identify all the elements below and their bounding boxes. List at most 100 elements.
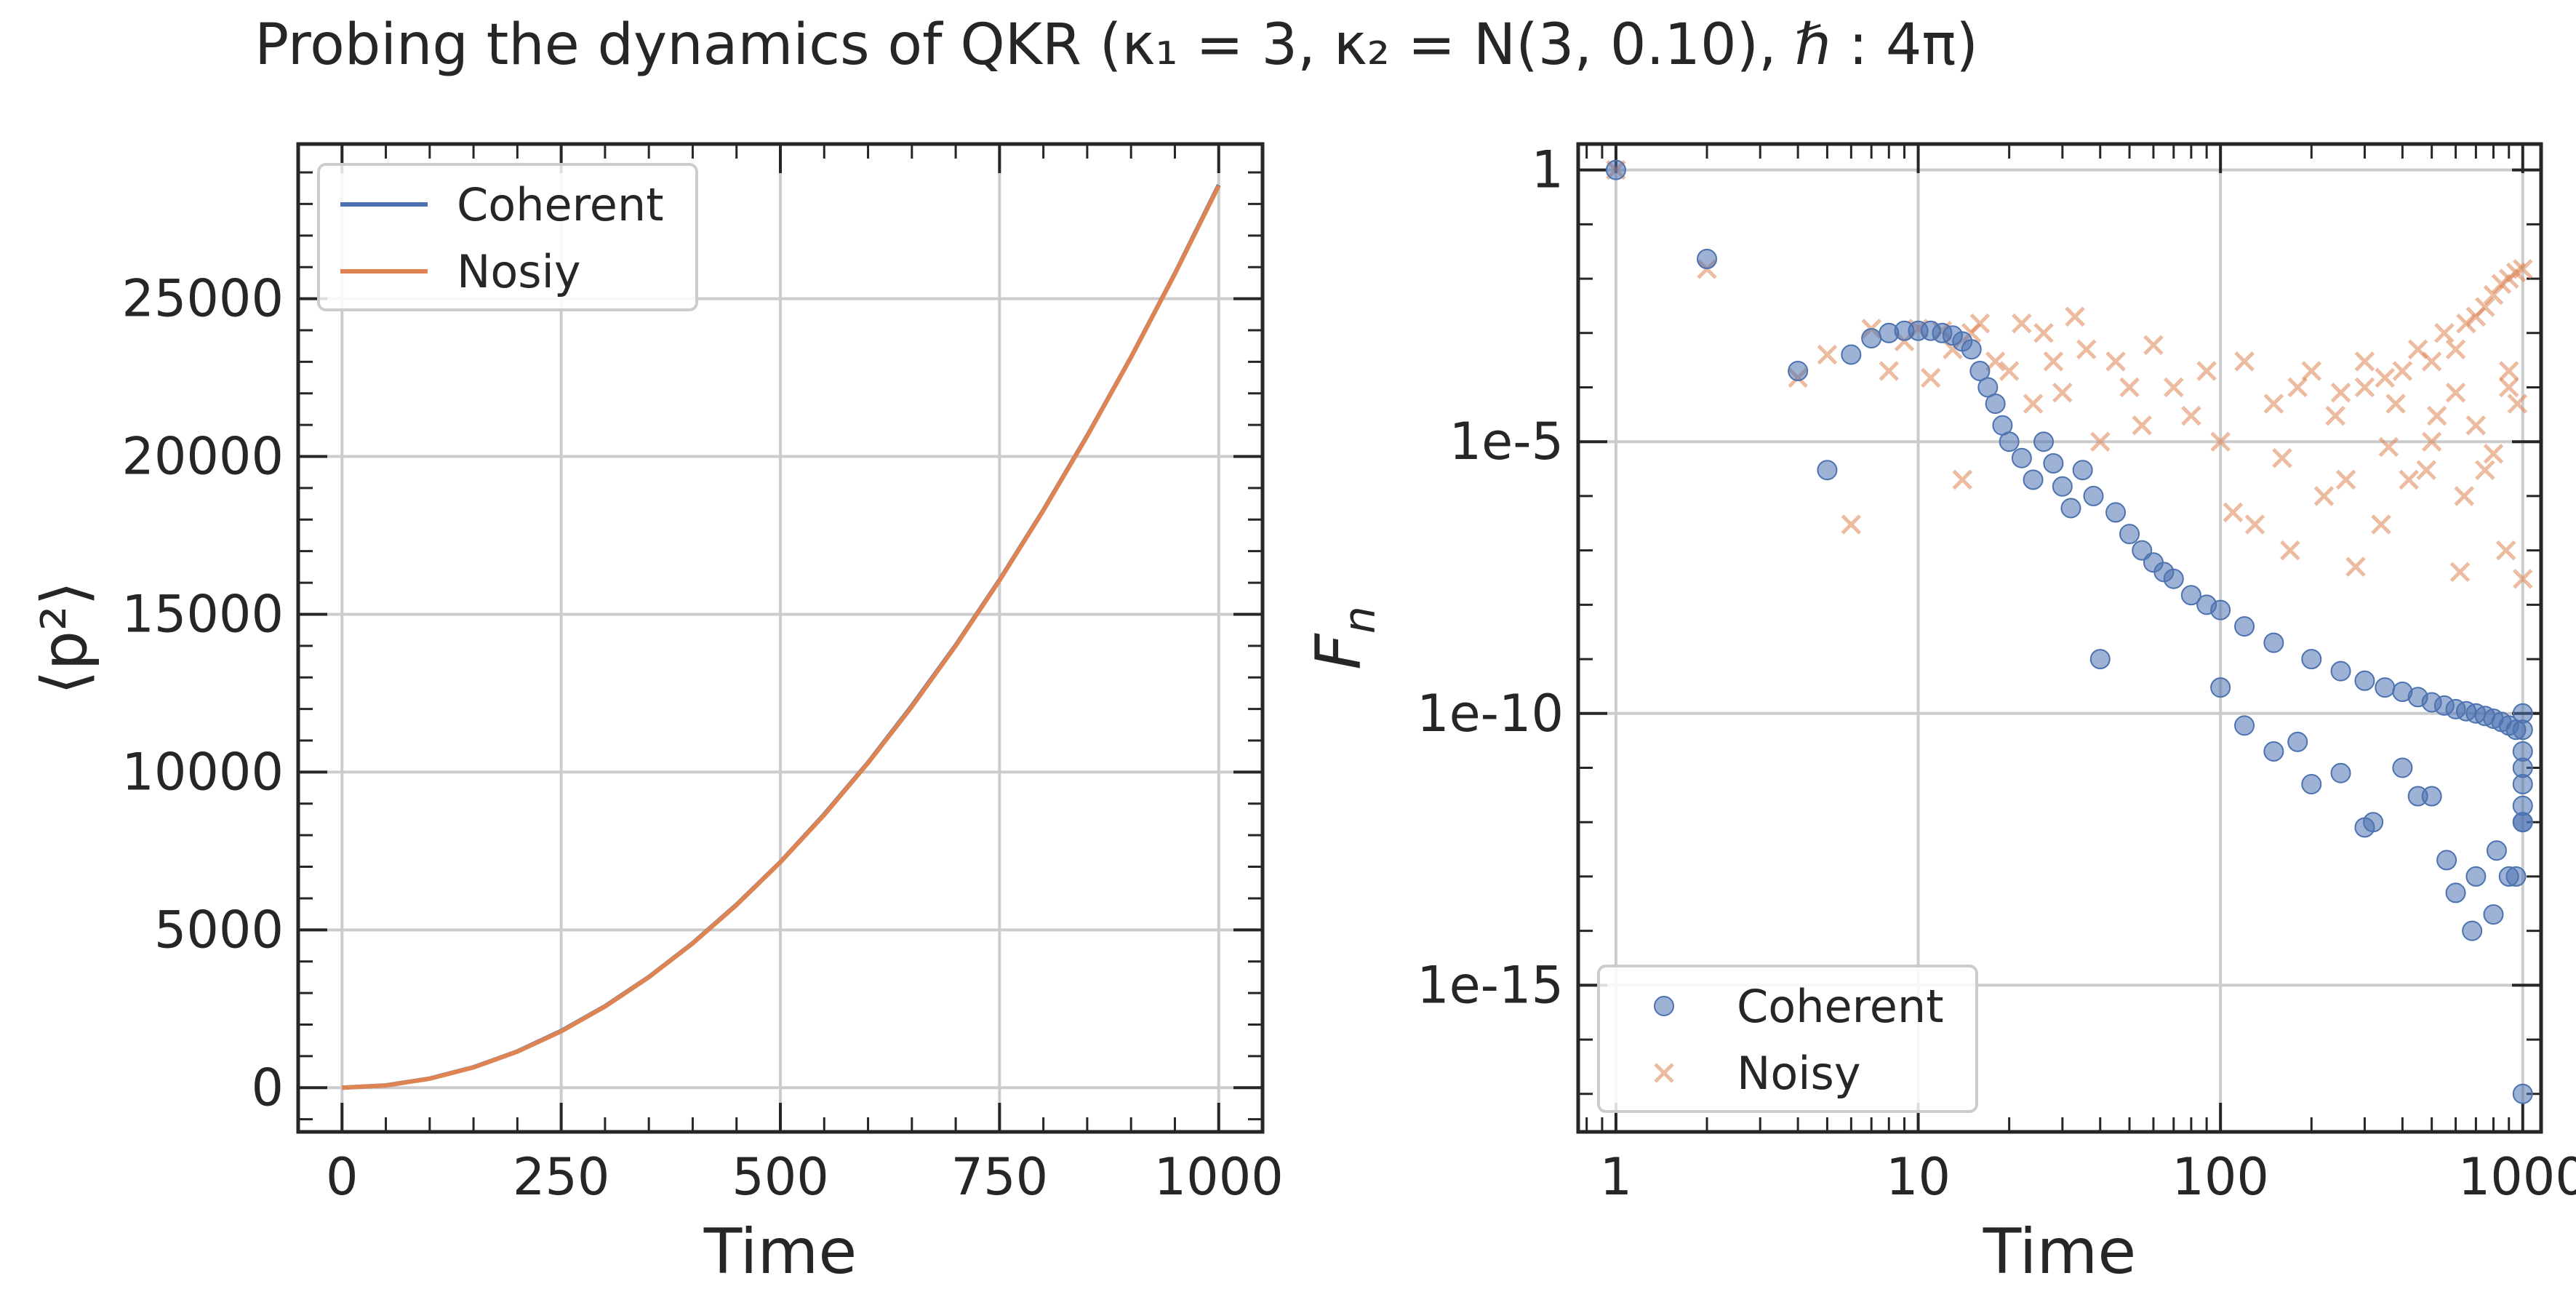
y-tick-label: 1e-10 (1417, 684, 1564, 743)
coherent-point (2465, 866, 2487, 887)
y-tick-label: 5000 (154, 900, 284, 959)
noisy-point (2483, 444, 2504, 464)
noisy-point (2445, 382, 2466, 403)
figure-title: Probing the dynamics of QKR (κ₁ = 3, κ₂ … (255, 12, 1978, 78)
noisy-point (2426, 405, 2447, 426)
noisy-point (2143, 335, 2164, 356)
coherent-point (2210, 677, 2231, 698)
coherent-point (2163, 568, 2184, 589)
y-axis-label-subscript: n (1335, 606, 1385, 634)
coherent-point (1605, 159, 1626, 180)
x-tick-label: 750 (951, 1147, 1049, 1207)
left-panel-p2-vs-time: 0 250 500 750 10000500010000150002000025000T… (28, 142, 1284, 1288)
y-axis-label: ⟨p²⟩ (28, 581, 101, 695)
coherent-point (2354, 670, 2375, 691)
x-axis-label: Time (703, 1216, 857, 1288)
noisy-point (2498, 377, 2519, 398)
noisy-point (2105, 351, 2126, 372)
noisy-point (1841, 514, 1862, 535)
noisy-point (1920, 367, 1941, 388)
noisy-point (1985, 351, 2006, 372)
coherent-point (2033, 431, 2055, 452)
noisy-point (2475, 297, 2495, 317)
legend-label: Nosiy (457, 245, 581, 298)
noisy-point (2434, 323, 2455, 343)
coherent-point (2392, 757, 2413, 778)
x-tick-label: 1 (1600, 1147, 1633, 1207)
noisy-point (1999, 361, 2020, 381)
coherent-point (2483, 904, 2504, 925)
coherent-point (2023, 469, 2044, 490)
noisy-point (2445, 339, 2466, 360)
coherent-point (2072, 460, 2093, 481)
y-axis-label: Fn (1303, 606, 1385, 670)
noisy-point (2345, 556, 2366, 577)
y-tick-label: 1e-15 (1417, 955, 1564, 1015)
noisy-point (2498, 361, 2519, 381)
y-tick-label: 25000 (121, 269, 284, 329)
noisy-point (2132, 415, 2153, 436)
noisy-point (2513, 568, 2533, 589)
coherent-point (1697, 249, 1718, 270)
noisy-point (2090, 431, 2111, 452)
noisy-point (2421, 431, 2442, 452)
coherent-point (2089, 649, 2111, 670)
noisy-point (2210, 431, 2231, 452)
coherent-point (2060, 498, 2081, 519)
coherent-point (1985, 393, 2006, 414)
coherent-point (2505, 866, 2527, 887)
noisy-point (2371, 514, 2391, 535)
y-tick-label: 15000 (121, 584, 284, 644)
legend-label: Coherent (1737, 980, 1944, 1033)
noisy-point (1952, 469, 1973, 490)
x-tick-label: 0 (326, 1147, 359, 1207)
coherent-point (1861, 328, 1882, 349)
x-tick-label: 1000 (1154, 1147, 1284, 1207)
coherent-point (2011, 447, 2032, 468)
noisy-point (2272, 447, 2292, 468)
coherent-point (2180, 585, 2201, 606)
noisy-point (2483, 284, 2504, 306)
coherent-point (2083, 485, 2104, 506)
x-tick-label: 10 (1886, 1147, 1951, 1207)
noisy-point (2164, 377, 2184, 398)
coherent-point (2263, 741, 2284, 762)
y-tick-label: 1e-5 (1449, 412, 1564, 471)
noisy-point (2475, 460, 2495, 481)
plot-area (1605, 159, 2533, 1104)
x-tick-label: 100 (2172, 1147, 2269, 1207)
noisy-point (2330, 382, 2351, 403)
noisy-point (2181, 405, 2201, 426)
y-tick-label: 10000 (121, 742, 284, 802)
noisy-point (2263, 394, 2284, 414)
noisy-point (2399, 469, 2419, 490)
noisy-point (2385, 394, 2406, 414)
noisy-point (2354, 351, 2375, 372)
x-tick-label: 250 (513, 1147, 610, 1207)
coherent-point (2436, 850, 2457, 871)
noisy-point (2052, 382, 2073, 403)
noisy-point (2375, 367, 2396, 388)
coherent-point (2263, 632, 2284, 653)
coherent-point (2512, 719, 2533, 741)
coherent-point (1841, 344, 1862, 365)
coherent-point (2330, 762, 2351, 783)
coherent-point (2363, 812, 2384, 833)
legend-box (1597, 965, 1978, 1113)
noisy-point (2119, 377, 2140, 398)
coherent-point (2287, 731, 2308, 752)
coherent-point (2512, 773, 2533, 794)
noisy-point (1969, 313, 1991, 334)
noisy-point (2378, 436, 2399, 458)
coherent-point (2043, 452, 2064, 474)
noisy-point (2416, 460, 2437, 481)
noisy-point (2033, 323, 2054, 343)
noisy-point (2392, 361, 2413, 381)
coherent-point (2052, 476, 2073, 497)
noisy-point (2065, 306, 2085, 327)
coherent-point (1977, 377, 1999, 398)
coherent-point (2512, 812, 2533, 833)
noisy-point (1817, 344, 1838, 365)
noisy-point (2043, 351, 2064, 372)
